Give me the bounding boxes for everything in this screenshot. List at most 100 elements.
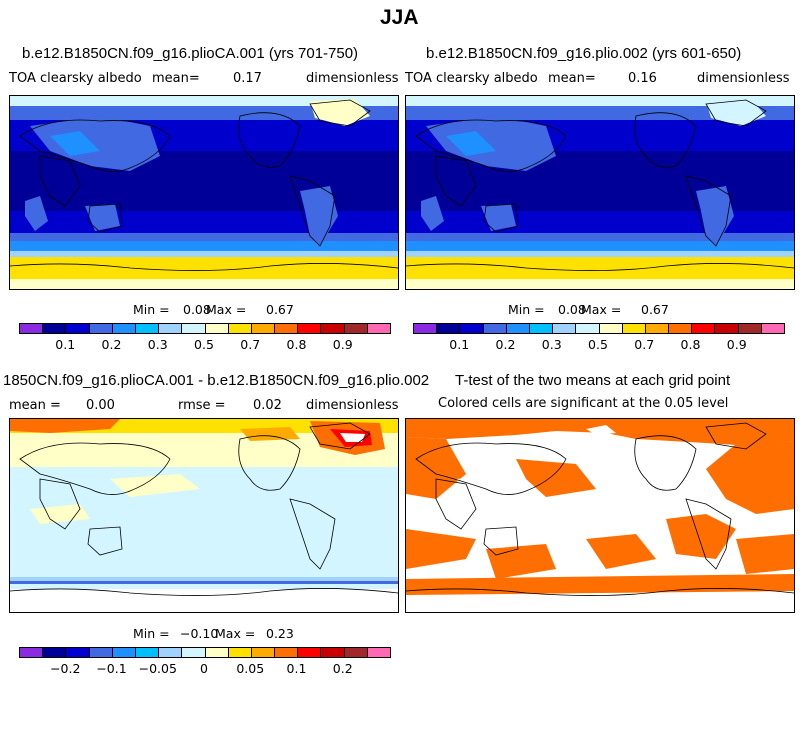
- colorbar-swatch: [599, 324, 623, 333]
- min-label-top-left: Min =: [133, 302, 170, 317]
- colorbar-tick-label: 0.3: [147, 337, 168, 352]
- colorbar-swatch: [275, 648, 299, 657]
- colorbar-swatch: [344, 324, 368, 333]
- colorbar-top-left: [19, 323, 391, 334]
- colorbar-tick-label: 0.8: [286, 337, 307, 352]
- max-value-bottom-left: 0.23: [266, 626, 294, 641]
- colorbar-swatch: [182, 324, 206, 333]
- colorbar-swatch: [205, 324, 229, 333]
- colorbar-swatch: [553, 324, 577, 333]
- colorbar-swatch: [738, 324, 762, 333]
- colorbar-swatch: [182, 648, 206, 657]
- colorbar-swatch: [275, 324, 299, 333]
- colorbar-tick-label: 0.9: [332, 337, 353, 352]
- colorbar-swatch: [506, 324, 530, 333]
- colorbar-tick-label: −0.1: [96, 661, 127, 676]
- map-bottom-left: [9, 418, 399, 613]
- rmse-value-bottom-left: 0.02: [253, 398, 282, 413]
- mean-value-bottom-left: 0.00: [86, 398, 115, 413]
- panel-title-bottom-left: 1850CN.f09_g16.plioCA.001 - b.e12.B1850C…: [3, 372, 430, 389]
- colorbar-swatch: [43, 324, 67, 333]
- colorbar-tick-label: 0: [200, 661, 208, 676]
- colorbar-swatch: [761, 324, 784, 333]
- max-label-bottom-left: Max =: [215, 626, 256, 641]
- colorbar-swatch: [483, 324, 507, 333]
- colorbar-swatch: [159, 324, 183, 333]
- min-label-top-right: Min =: [508, 302, 545, 317]
- colorbar-tick-label: 0.7: [240, 337, 261, 352]
- colorbar-tick-label: 0.3: [541, 337, 562, 352]
- colorbar-tick-label: 0.1: [449, 337, 470, 352]
- colorbar-swatch: [622, 324, 646, 333]
- colorbar-swatch: [66, 324, 90, 333]
- colorbar-swatch: [135, 648, 160, 657]
- colorbar-swatch: [228, 648, 252, 657]
- colorbar-swatch: [529, 324, 554, 333]
- colorbar-swatch: [298, 648, 322, 657]
- max-value-top-right: 0.67: [641, 302, 669, 317]
- max-value-top-left: 0.67: [266, 302, 294, 317]
- colorbar-swatch: [251, 324, 276, 333]
- colorbar-top-right: [413, 323, 785, 334]
- colorbar-swatch: [89, 324, 113, 333]
- min-value-top-right: 0.08: [558, 302, 586, 317]
- mean-value-top-right: 0.16: [628, 71, 657, 86]
- colorbar-tick-label: 0.1: [286, 661, 307, 676]
- min-value-bottom-left: −0.10: [180, 626, 219, 641]
- colorbar-swatch: [159, 648, 183, 657]
- variable-label-top-left: TOA clearsky albedo: [9, 71, 142, 86]
- map-bottom-right: [405, 418, 795, 613]
- min-label-bottom-left: Min =: [133, 626, 170, 641]
- colorbar-swatch: [43, 648, 67, 657]
- colorbar-swatch: [89, 648, 113, 657]
- units-top-right: dimensionless: [697, 71, 790, 86]
- colorbar-tick-label: 0.2: [101, 337, 122, 352]
- colorbar-swatch: [414, 324, 438, 333]
- colorbar-swatch: [669, 324, 693, 333]
- panel-subtitle-bottom-right: Colored cells are significant at the 0.0…: [438, 396, 729, 411]
- panel-title-top-left: b.e12.B1850CN.f09_g16.plioCA.001 (yrs 70…: [22, 45, 359, 62]
- max-label-top-right: Max =: [581, 302, 622, 317]
- colorbar-tick-label: 0.05: [236, 661, 265, 676]
- colorbar-swatch: [692, 324, 716, 333]
- colorbar-swatch: [135, 324, 160, 333]
- min-value-top-left: 0.08: [183, 302, 211, 317]
- colorbar-swatch: [437, 324, 461, 333]
- mean-label-top-right: mean=: [548, 71, 596, 86]
- colorbar-swatch: [251, 648, 276, 657]
- colorbar-tick-label: 0.2: [332, 661, 353, 676]
- max-label-top-left: Max =: [206, 302, 247, 317]
- colorbar-swatch: [20, 324, 44, 333]
- colorbar-swatch: [112, 648, 136, 657]
- colorbar-tick-label: 0.1: [55, 337, 76, 352]
- colorbar-swatch: [344, 648, 368, 657]
- panel-title-bottom-right: T-test of the two means at each grid poi…: [455, 372, 731, 389]
- colorbar-bottom-left: [19, 647, 391, 658]
- colorbar-swatch: [367, 648, 390, 657]
- colorbar-swatch: [321, 324, 345, 333]
- rmse-label-bottom-left: rmse =: [178, 398, 226, 413]
- colorbar-swatch: [576, 324, 600, 333]
- colorbar-swatch: [367, 324, 390, 333]
- colorbar-tick-label: 0.9: [726, 337, 747, 352]
- colorbar-tick-label: 0.2: [495, 337, 516, 352]
- mean-label-bottom-left: mean =: [9, 398, 61, 413]
- colorbar-swatch: [112, 324, 136, 333]
- colorbar-swatch: [460, 324, 484, 333]
- colorbar-tick-label: 0.5: [588, 337, 608, 352]
- units-top-left: dimensionless: [306, 71, 399, 86]
- colorbar-tick-label: 0.8: [680, 337, 701, 352]
- colorbar-tick-label: 0.5: [194, 337, 214, 352]
- mean-value-top-left: 0.17: [233, 71, 262, 86]
- colorbar-swatch: [66, 648, 90, 657]
- panel-title-top-right: b.e12.B1850CN.f09_g16.plio.002 (yrs 601-…: [426, 45, 742, 62]
- mean-label-top-left: mean=: [152, 71, 200, 86]
- figure-title: JJA: [380, 6, 419, 29]
- colorbar-tick-label: 0.7: [634, 337, 655, 352]
- colorbar-tick-label: −0.2: [50, 661, 81, 676]
- colorbar-swatch: [645, 324, 670, 333]
- colorbar-swatch: [228, 324, 252, 333]
- colorbar-swatch: [715, 324, 739, 333]
- colorbar-tick-label: −0.05: [138, 661, 177, 676]
- map-top-left: [9, 95, 399, 290]
